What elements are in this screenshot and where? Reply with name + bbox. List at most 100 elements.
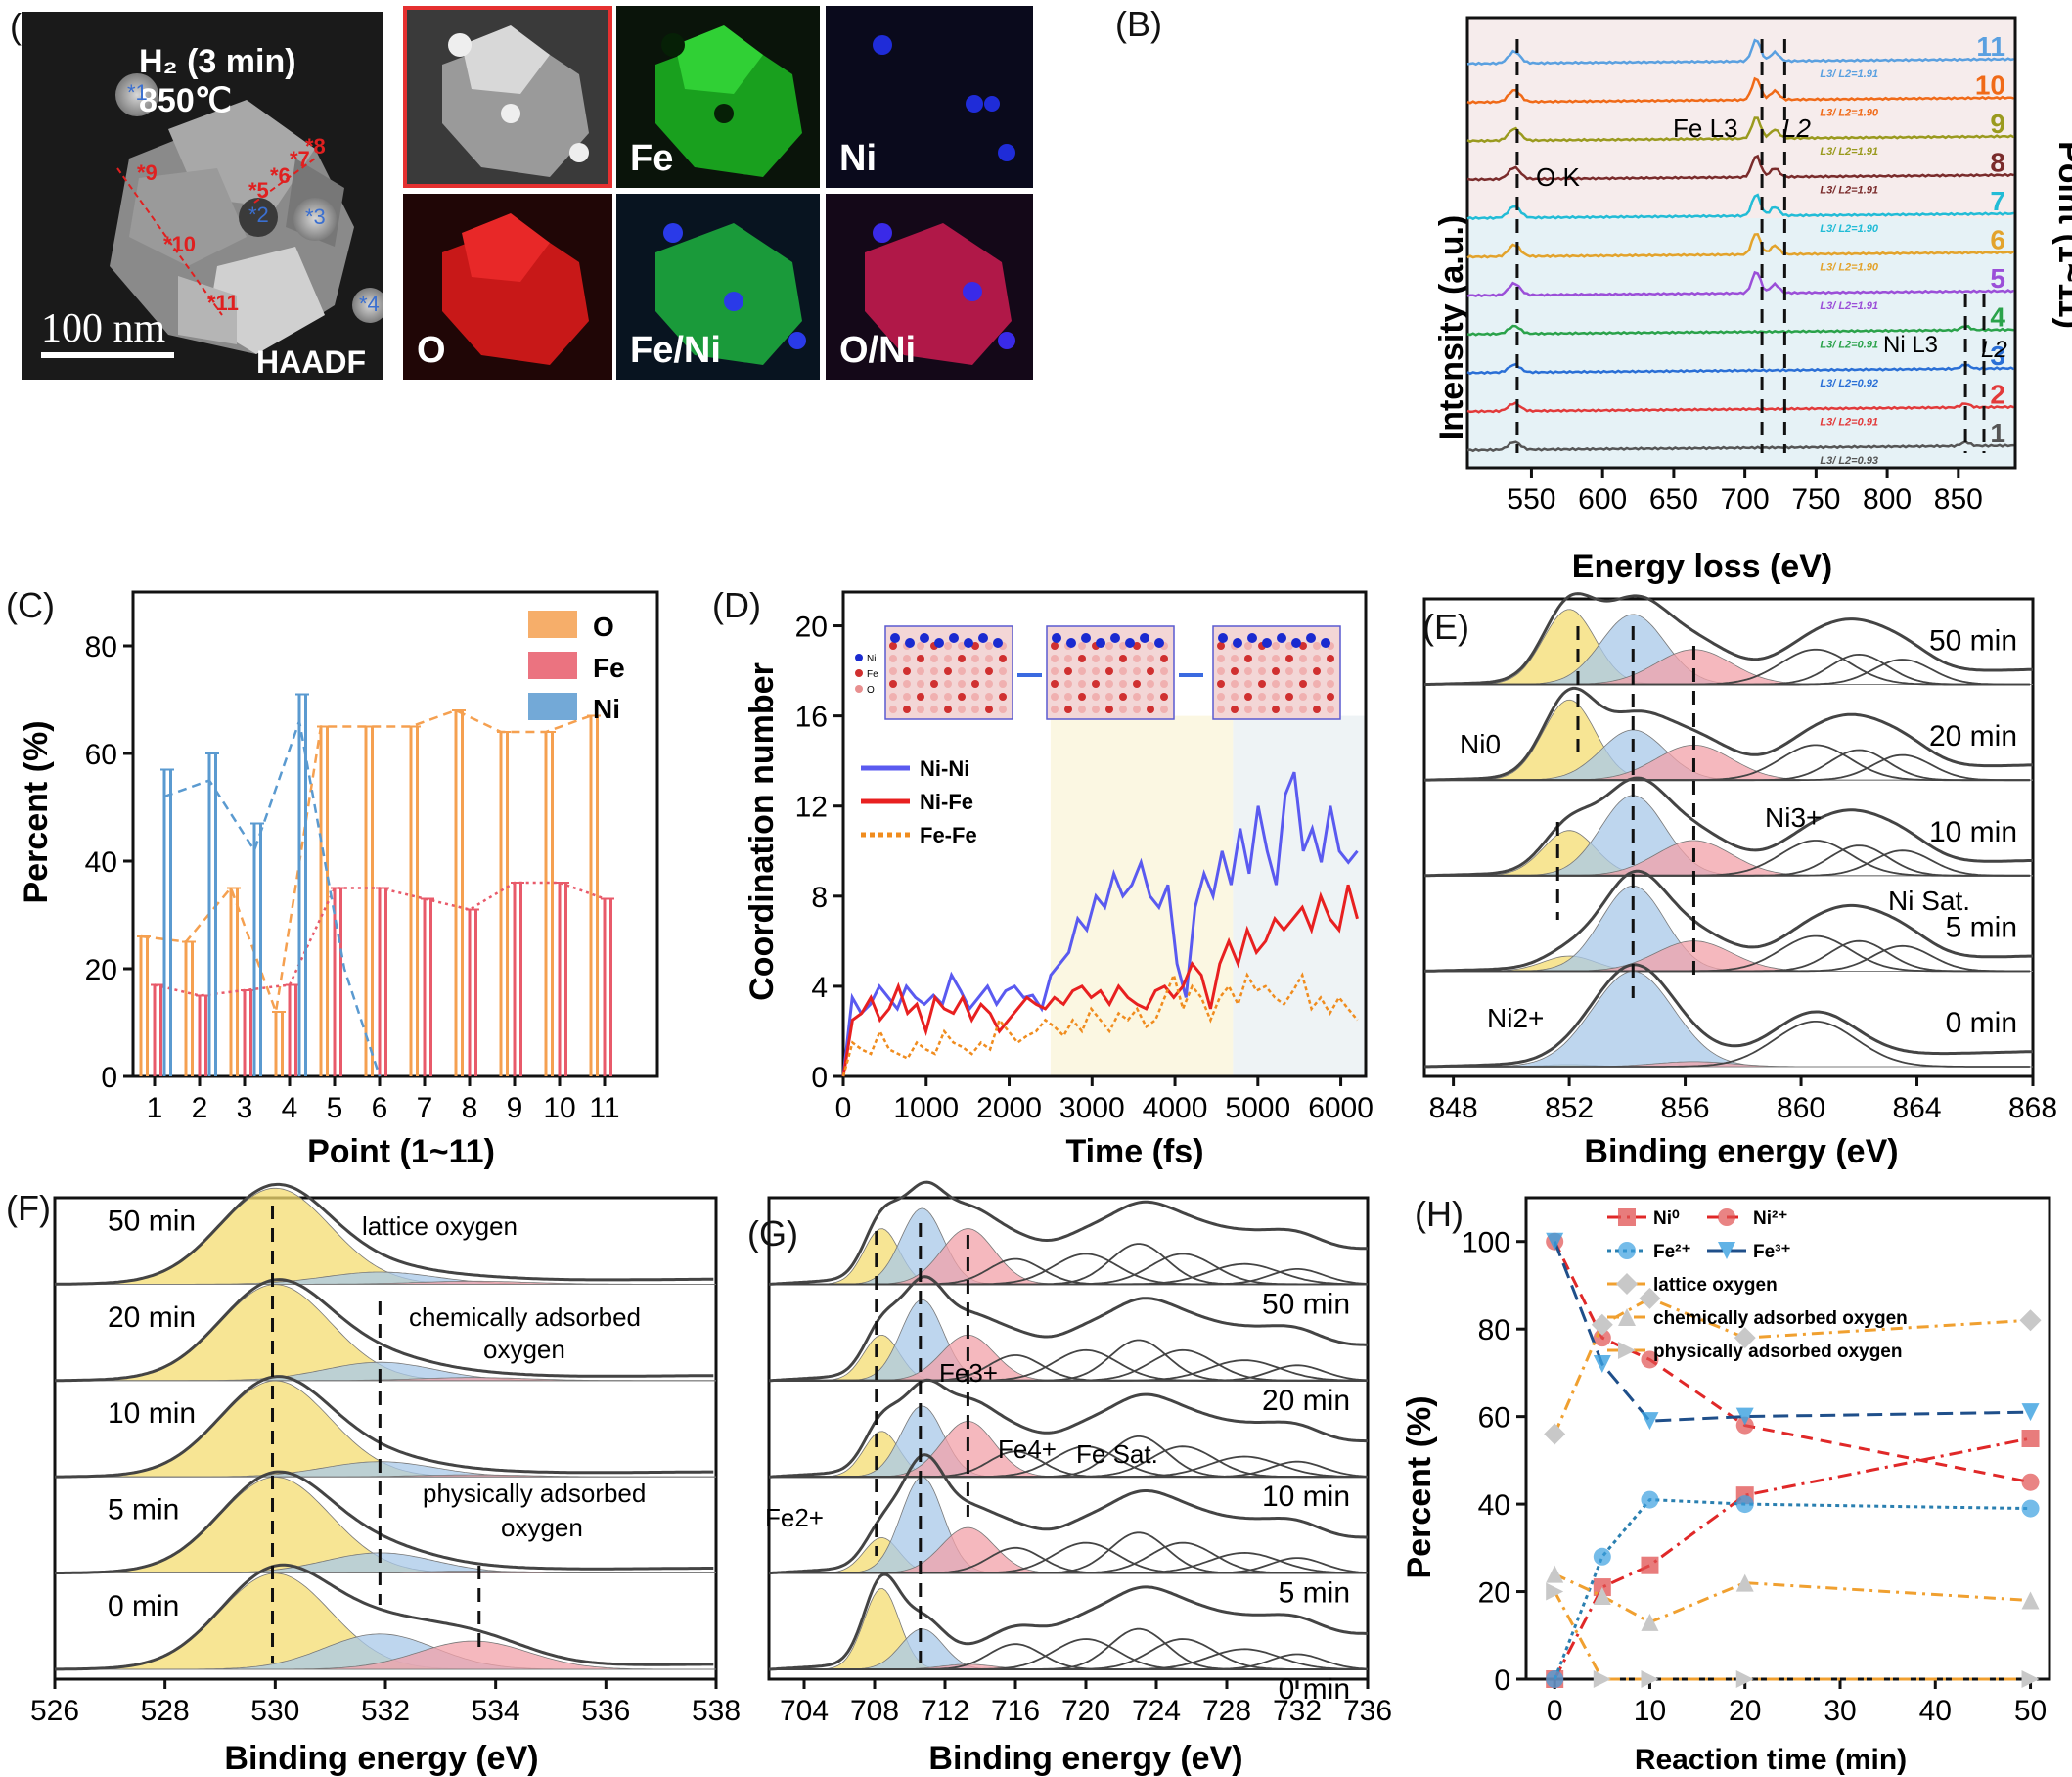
ni-xps-component — [1424, 649, 2033, 685]
o-xps-component — [55, 1377, 716, 1382]
fe-xps-satellite — [769, 1243, 1368, 1286]
fe-ann-fe2: Fe2+ — [765, 1503, 824, 1532]
comp-xtick-label: 11 — [589, 1092, 619, 1124]
scalebar — [41, 352, 174, 358]
inset-atom — [1231, 693, 1239, 701]
inset-atom — [1078, 667, 1086, 675]
inset-atom — [1105, 642, 1113, 650]
inset-slab — [884, 625, 1013, 720]
pt-legend-label: Fe²⁺ — [1653, 1242, 1691, 1262]
haadf-label: HAADF — [256, 344, 366, 380]
inset-atom — [1244, 642, 1252, 650]
inset-atom — [1272, 706, 1280, 713]
comp-xtick-label: 7 — [417, 1092, 433, 1124]
o-xps-component — [55, 1552, 716, 1573]
comp-xtick-label: 4 — [282, 1092, 298, 1124]
inset-atom — [1217, 642, 1225, 650]
panel-label-d: (D) — [712, 585, 761, 625]
inset-atom — [1327, 680, 1334, 688]
point-4: *4 — [359, 292, 380, 316]
fe-xps-component — [769, 1477, 1368, 1573]
inset-atom — [1299, 693, 1307, 701]
o-xps-xtick-label: 534 — [472, 1695, 520, 1727]
inset-legend-label: O — [867, 685, 875, 696]
inset-ni-atom — [1110, 633, 1120, 643]
fe-xps-xtick-label: 728 — [1202, 1695, 1251, 1727]
inset-ni-atom — [1321, 638, 1330, 648]
inset-atom — [1105, 706, 1113, 713]
inset-atom — [1160, 680, 1168, 688]
inset-ni-atom — [964, 638, 973, 648]
inset-atom — [1160, 642, 1168, 650]
eels-ratio-label: L3/ L2=1.91 — [1820, 146, 1878, 158]
comp-xtick-label: 3 — [237, 1092, 253, 1124]
o-xps-time-label: 20 min — [108, 1301, 196, 1334]
fe-xps-satellite — [769, 1435, 1368, 1479]
ni-xps-satellite — [1424, 849, 2030, 877]
inset-atom — [944, 655, 952, 662]
eels-frame — [1465, 16, 2017, 470]
fe-xps-satellite — [769, 1253, 1368, 1286]
o-xps-envelope — [54, 1470, 714, 1575]
inset-atom — [1285, 655, 1293, 662]
inset-atom — [930, 680, 938, 688]
pt-line-chemically adsorbed oxygen — [1554, 1572, 2031, 1624]
inset-atom — [889, 667, 897, 675]
ni-xps-time-label: 5 min — [1946, 911, 2017, 943]
inset-atom — [1313, 642, 1321, 650]
inset-atom — [985, 655, 993, 662]
fe-xps-component — [769, 1628, 1368, 1670]
inset-legend-dot — [855, 685, 863, 693]
ni-ann-sat: Ni Sat. — [1888, 886, 1970, 916]
eels-ratio-label: L3/ L2=0.91 — [1820, 340, 1878, 351]
inset-atom — [944, 680, 952, 688]
inset-slab — [1212, 625, 1341, 720]
comp-bar-O — [326, 726, 329, 1076]
ni-xps-component — [1424, 1064, 2033, 1068]
inset-atom — [1244, 655, 1252, 662]
inset-atom — [1285, 667, 1293, 675]
fe-ann-fe3: Fe3+ — [939, 1358, 998, 1388]
comp-bar-Fe — [159, 984, 162, 1076]
inset-atom — [999, 680, 1007, 688]
coord-xtick-label: 3000 — [1059, 1092, 1125, 1124]
ni-xps-envelope — [1423, 963, 2034, 1069]
fe-xps-satellite — [769, 1348, 1368, 1382]
ni-xps-component — [1424, 940, 2033, 972]
coord-ytick-label: 12 — [795, 792, 828, 824]
inset-atom — [930, 642, 938, 650]
inset-ni-atom — [1277, 633, 1286, 643]
eels-bg-bottom — [1467, 218, 2015, 468]
fe-xps-satellite — [769, 1460, 1369, 1479]
comp-bar-Fe — [198, 995, 202, 1076]
fe-xps-component — [769, 1207, 1368, 1285]
inset-atom — [930, 667, 938, 675]
pt-point-lattice oxygen — [1591, 1313, 1613, 1336]
comp-bar-Fe — [339, 888, 342, 1076]
pt-point-Ni2+ — [1641, 1350, 1659, 1369]
o-xps-component — [55, 1572, 716, 1670]
eels-xtick-label: 800 — [1863, 483, 1912, 516]
fe-xps-satellite — [769, 1551, 1369, 1574]
ni-ann-ni3: Ni3+ — [1765, 802, 1822, 833]
fe-xps-envelope — [768, 1572, 1368, 1671]
inset-atom — [1051, 706, 1059, 713]
fe-xps-component — [769, 1228, 1368, 1285]
ni-xps-component — [1424, 745, 2033, 781]
ni-map-label: Ni — [839, 138, 877, 179]
inset-atom — [985, 693, 993, 701]
inset-atom — [903, 655, 911, 662]
inset-atom — [1313, 667, 1321, 675]
inset-atom — [999, 642, 1007, 650]
fe-xps-xtick-label: 736 — [1343, 1695, 1392, 1727]
fe-xps-xtick-label: 704 — [780, 1695, 829, 1727]
fe-xps-component — [769, 1334, 1368, 1382]
inset-ni-atom — [1154, 638, 1164, 648]
eels-xtick-label: 850 — [1934, 483, 1983, 516]
pt-xtick-label: 20 — [1729, 1695, 1761, 1727]
coord-bg-region-1 — [1050, 715, 1234, 1076]
pt-legend-marker — [1718, 1242, 1735, 1259]
inset-atom — [1299, 655, 1307, 662]
point-markers: *1 *2 *3 *4 *5 *6 *7 *8 *9 *10 *11 — [116, 80, 380, 316]
pt-line-Ni0 — [1553, 1436, 2031, 1680]
